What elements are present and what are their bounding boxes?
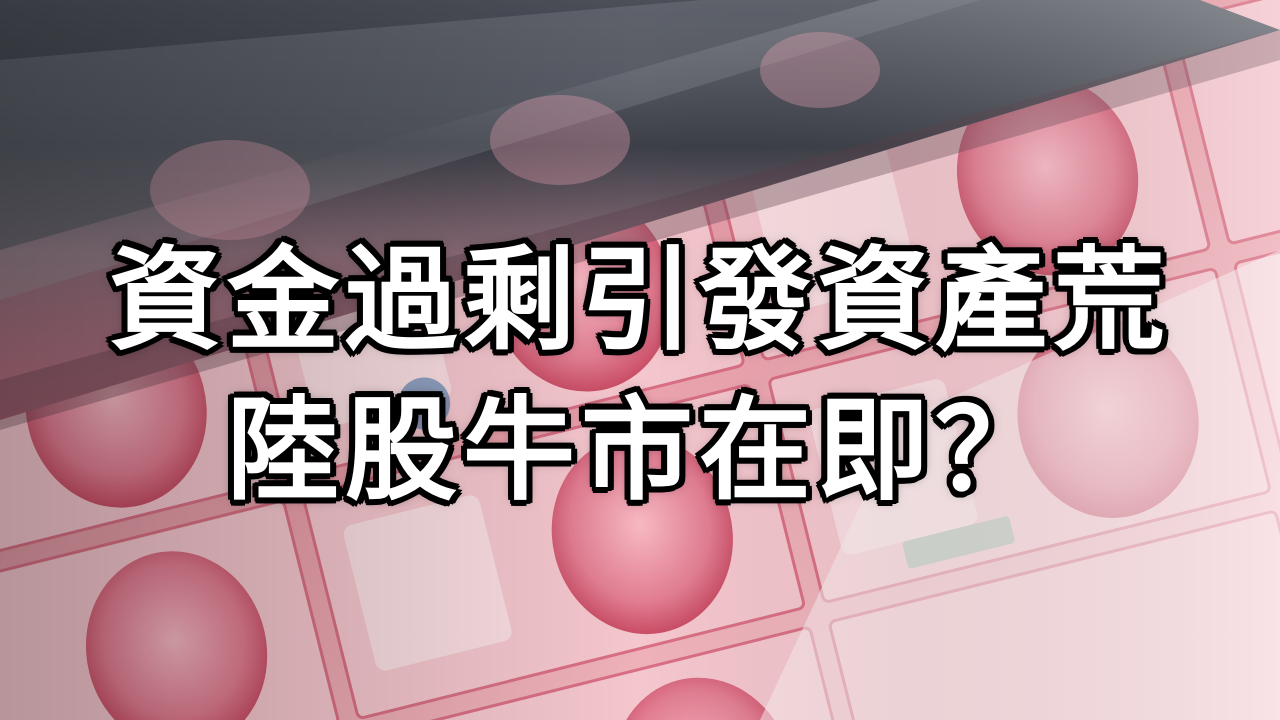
headline: 資金過剩引發資產荒 陸股牛市在即？ xyxy=(0,226,1280,526)
headline-line-1: 資金過剩引發資產荒 xyxy=(109,236,1171,366)
headline-line-2: 陸股牛市在即？ xyxy=(227,386,1053,516)
